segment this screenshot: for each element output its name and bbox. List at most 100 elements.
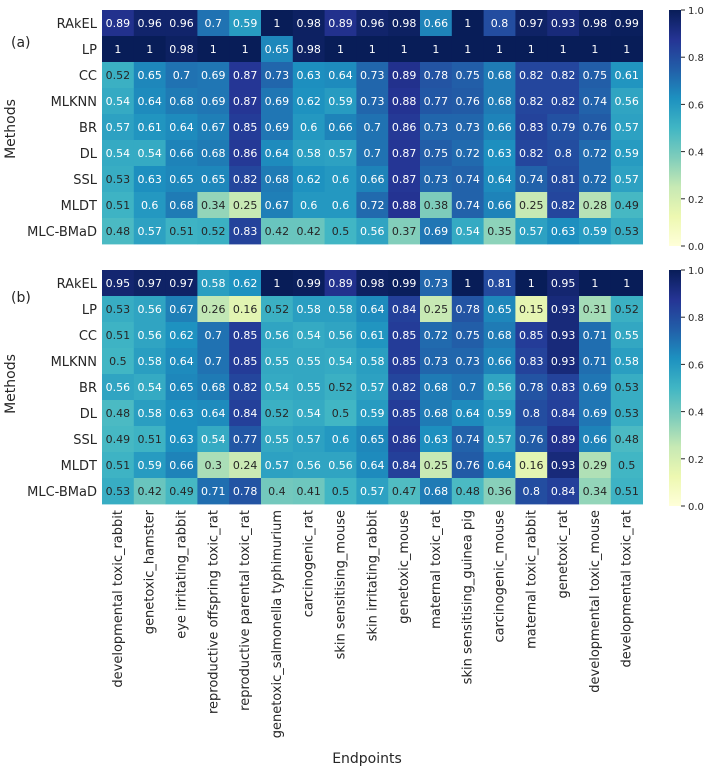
cell-b-2-16 bbox=[610, 322, 643, 349]
cell-label-b-1-2: 0.67 bbox=[169, 303, 194, 316]
cell-a-3-0 bbox=[102, 88, 135, 115]
cell-label-b-6-1: 0.51 bbox=[137, 433, 162, 446]
cell-label-b-7-14: 0.93 bbox=[551, 459, 576, 472]
cell-a-4-15 bbox=[579, 114, 612, 141]
cell-label-b-1-14: 0.93 bbox=[551, 303, 576, 316]
cell-label-b-4-5: 0.54 bbox=[265, 381, 290, 394]
cell-label-b-4-3: 0.68 bbox=[201, 381, 226, 394]
cell-label-a-3-0: 0.54 bbox=[106, 95, 131, 108]
cell-a-5-2 bbox=[165, 140, 198, 167]
cell-label-a-1-0: 1 bbox=[114, 43, 121, 56]
cell-b-0-5 bbox=[261, 270, 294, 297]
cell-a-8-7 bbox=[324, 218, 357, 245]
cell-label-b-0-12: 0.81 bbox=[487, 277, 512, 290]
colorbar-b bbox=[669, 270, 681, 506]
cell-a-0-13 bbox=[515, 10, 548, 37]
cell-label-b-3-0: 0.5 bbox=[109, 355, 127, 368]
cell-b-8-9 bbox=[388, 478, 421, 505]
cell-label-a-7-13: 0.25 bbox=[519, 199, 544, 212]
cell-label-a-3-15: 0.74 bbox=[583, 95, 608, 108]
cell-b-8-7 bbox=[324, 478, 357, 505]
cell-label-a-3-6: 0.62 bbox=[296, 95, 321, 108]
cell-label-a-1-11: 1 bbox=[464, 43, 471, 56]
column-label-13: maternal toxic_rabbit bbox=[524, 510, 539, 649]
cell-b-2-15 bbox=[579, 322, 612, 349]
cell-b-4-14 bbox=[547, 374, 580, 401]
colorbar-tick-label-a-2: 0.6 bbox=[688, 100, 704, 111]
cell-a-4-11 bbox=[451, 114, 484, 141]
cell-label-a-2-2: 0.7 bbox=[173, 69, 191, 82]
cell-a-4-6 bbox=[292, 114, 325, 141]
cell-b-6-0 bbox=[102, 426, 135, 453]
cell-label-a-2-1: 0.65 bbox=[137, 69, 162, 82]
cell-label-a-3-12: 0.68 bbox=[487, 95, 512, 108]
column-label-1: genetoxic_hamster bbox=[143, 509, 158, 634]
cell-b-8-14 bbox=[547, 478, 580, 505]
cell-b-5-7 bbox=[324, 400, 357, 427]
cell-label-b-0-6: 0.99 bbox=[296, 277, 321, 290]
cell-b-3-9 bbox=[388, 348, 421, 375]
cell-label-a-8-13: 0.57 bbox=[519, 225, 544, 238]
cell-b-4-3 bbox=[197, 374, 230, 401]
cell-a-3-8 bbox=[356, 88, 389, 115]
cell-b-5-16 bbox=[610, 400, 643, 427]
cell-a-6-1 bbox=[133, 166, 166, 193]
colorbar-tick-label-a-5: 0.0 bbox=[688, 242, 704, 253]
cell-b-2-0 bbox=[102, 322, 135, 349]
cell-a-2-13 bbox=[515, 62, 548, 89]
cell-a-3-12 bbox=[483, 88, 516, 115]
cell-label-a-3-16: 0.56 bbox=[614, 95, 639, 108]
cell-label-b-6-5: 0.55 bbox=[265, 433, 290, 446]
cell-label-b-8-14: 0.84 bbox=[551, 485, 576, 498]
cell-a-5-12 bbox=[483, 140, 516, 167]
cell-label-b-2-10: 0.72 bbox=[424, 329, 449, 342]
cell-b-2-13 bbox=[515, 322, 548, 349]
cell-label-a-3-8: 0.73 bbox=[360, 95, 385, 108]
cell-b-2-2 bbox=[165, 322, 198, 349]
cell-b-1-12 bbox=[483, 296, 516, 323]
cell-b-4-9 bbox=[388, 374, 421, 401]
cell-a-6-14 bbox=[547, 166, 580, 193]
cell-b-2-8 bbox=[356, 322, 389, 349]
cell-label-a-6-5: 0.68 bbox=[265, 173, 290, 186]
cell-label-b-3-10: 0.73 bbox=[424, 355, 449, 368]
panel-a-ylabel: Methods bbox=[3, 99, 19, 159]
cell-b-6-5 bbox=[261, 426, 294, 453]
cell-a-5-13 bbox=[515, 140, 548, 167]
cell-label-a-5-5: 0.64 bbox=[265, 147, 290, 160]
cell-label-a-1-9: 1 bbox=[401, 43, 408, 56]
cell-label-a-1-12: 1 bbox=[496, 43, 503, 56]
cell-a-4-0 bbox=[102, 114, 135, 141]
cell-a-2-16 bbox=[610, 62, 643, 89]
cell-a-5-10 bbox=[420, 140, 453, 167]
cell-a-0-3 bbox=[197, 10, 230, 37]
cell-label-a-8-0: 0.48 bbox=[106, 225, 131, 238]
cell-label-b-6-13: 0.76 bbox=[519, 433, 544, 446]
cell-b-2-11 bbox=[451, 322, 484, 349]
cell-a-3-13 bbox=[515, 88, 548, 115]
cell-b-2-1 bbox=[133, 322, 166, 349]
cell-b-3-4 bbox=[229, 348, 262, 375]
cell-a-2-7 bbox=[324, 62, 357, 89]
cell-label-b-7-7: 0.56 bbox=[328, 459, 353, 472]
cell-label-a-4-5: 0.69 bbox=[265, 121, 290, 134]
cell-label-b-4-0: 0.56 bbox=[106, 381, 131, 394]
cell-a-4-14 bbox=[547, 114, 580, 141]
cell-a-3-15 bbox=[579, 88, 612, 115]
cell-label-b-7-13: 0.16 bbox=[519, 459, 544, 472]
cell-a-4-4 bbox=[229, 114, 262, 141]
cell-a-8-9 bbox=[388, 218, 421, 245]
cell-label-b-1-1: 0.56 bbox=[137, 303, 162, 316]
row-label-b-1: LP bbox=[82, 303, 97, 318]
panel-b-ylabel: Methods bbox=[3, 354, 19, 414]
cell-b-1-6 bbox=[292, 296, 325, 323]
cell-label-b-7-12: 0.64 bbox=[487, 459, 512, 472]
cell-label-b-8-11: 0.48 bbox=[455, 485, 480, 498]
cell-label-a-0-14: 0.93 bbox=[551, 17, 576, 30]
cell-label-b-7-1: 0.59 bbox=[137, 459, 162, 472]
cell-a-7-7 bbox=[324, 192, 357, 219]
cell-label-b-1-8: 0.64 bbox=[360, 303, 385, 316]
cell-label-a-5-4: 0.86 bbox=[233, 147, 258, 160]
cell-label-b-1-10: 0.25 bbox=[424, 303, 449, 316]
cell-label-a-7-2: 0.68 bbox=[169, 199, 194, 212]
